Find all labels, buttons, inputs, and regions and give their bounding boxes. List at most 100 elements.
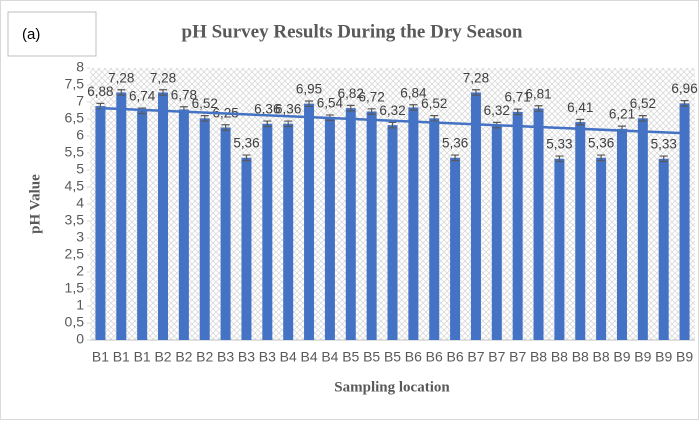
error-bar [305, 100, 314, 108]
bar [283, 123, 294, 340]
data-label: 6,21 [609, 107, 635, 122]
bar [679, 103, 690, 340]
bar [178, 109, 189, 340]
x-tick-label: B5 [342, 349, 359, 365]
data-label: 5,33 [651, 137, 677, 152]
error-bar [638, 115, 647, 122]
y-tick-label: 6,5 [65, 110, 85, 126]
error-bar [513, 108, 522, 116]
x-tick-label: B7 [488, 349, 505, 365]
data-label: 6,71 [505, 90, 531, 105]
data-label: 6,36 [254, 102, 280, 117]
data-label: 6,81 [525, 86, 551, 101]
error-bar [555, 155, 564, 163]
y-tick-label: 6 [76, 127, 84, 143]
bar [304, 103, 315, 340]
data-label: 6,54 [317, 95, 344, 110]
y-axis-title: pH Value [27, 174, 43, 234]
x-tick-label: B9 [634, 349, 651, 365]
x-tick-label: B1 [92, 349, 109, 365]
x-tick-label: B3 [217, 349, 234, 365]
x-tick-label: B3 [238, 349, 255, 365]
data-label: 7,28 [150, 70, 176, 85]
bar [116, 92, 127, 340]
error-bar [263, 120, 272, 128]
x-tick-label: B9 [655, 349, 672, 365]
error-bar [659, 155, 668, 163]
error-bar [680, 100, 689, 107]
y-tick-label: 4,5 [65, 178, 85, 194]
chart-title: pH Survey Results During the Dry Season [182, 21, 523, 42]
y-tick-label: 0 [76, 331, 84, 347]
y-tick-label: 3 [76, 229, 84, 245]
x-tick-label: B5 [363, 349, 380, 365]
bar [137, 110, 148, 340]
x-tick-label: B2 [175, 349, 192, 365]
y-tick-label: 4 [76, 195, 84, 211]
bar [470, 92, 481, 340]
data-label: 6,41 [567, 100, 593, 115]
error-bar [534, 105, 543, 112]
x-tick-label: B6 [447, 349, 464, 365]
x-axis-title: Sampling location [334, 379, 450, 395]
bar [658, 158, 669, 340]
bar [262, 123, 273, 340]
bar [366, 111, 377, 341]
y-tick-label: 2,5 [65, 246, 85, 262]
y-tick-label: 7,5 [65, 76, 85, 92]
x-tick-label: B2 [154, 349, 171, 365]
data-label: 5,33 [546, 137, 572, 152]
data-label: 7,28 [108, 70, 134, 85]
error-bar [576, 118, 585, 126]
bar [199, 118, 210, 340]
y-tick-label: 7 [76, 93, 84, 109]
bar [345, 108, 356, 341]
data-label: 6,32 [484, 103, 510, 118]
error-bar [159, 89, 168, 96]
error-bar [242, 154, 251, 162]
data-label: 5,36 [233, 136, 259, 151]
error-bar [597, 154, 606, 162]
bar [512, 111, 523, 340]
bar [220, 127, 231, 340]
error-bar [471, 89, 480, 96]
bar [491, 125, 502, 341]
error-bar [221, 124, 230, 131]
data-label: 6,52 [192, 96, 218, 111]
error-bar [346, 104, 355, 112]
bar [158, 92, 169, 340]
data-label: 6,82 [338, 86, 364, 101]
x-tick-label: B8 [551, 349, 568, 365]
bar [450, 157, 461, 340]
x-tick-label: B8 [593, 349, 610, 365]
x-tick-label: B9 [613, 349, 630, 365]
x-tick-label: B8 [572, 349, 589, 365]
bar [616, 128, 627, 340]
error-bar [388, 121, 397, 129]
x-tick-label: B3 [259, 349, 276, 365]
y-tick-label: 5,5 [65, 144, 85, 160]
x-tick-label: B4 [280, 349, 297, 365]
y-tick-label: 1,5 [65, 280, 85, 296]
data-label: 6,72 [358, 89, 384, 104]
y-tick-label: 0,5 [65, 314, 85, 330]
x-tick-label: B1 [134, 349, 151, 365]
data-label: 6,74 [129, 89, 156, 104]
bar [533, 108, 544, 341]
x-tick-label: B4 [300, 349, 317, 365]
data-label: 7,28 [463, 70, 489, 85]
error-bar [451, 154, 460, 162]
data-label: 5,36 [442, 136, 468, 151]
data-label: 6,32 [379, 103, 405, 118]
data-label: 6,95 [296, 82, 322, 97]
data-label: 6,88 [87, 84, 113, 99]
y-tick-label: 3,5 [65, 212, 85, 228]
bar [95, 106, 106, 340]
x-tick-label: B7 [509, 349, 526, 365]
data-label: 6,78 [171, 87, 197, 102]
y-tick-label: 5 [76, 161, 84, 177]
bar [387, 125, 398, 341]
data-label: 6,52 [421, 96, 447, 111]
x-tick-label: B1 [113, 349, 130, 365]
